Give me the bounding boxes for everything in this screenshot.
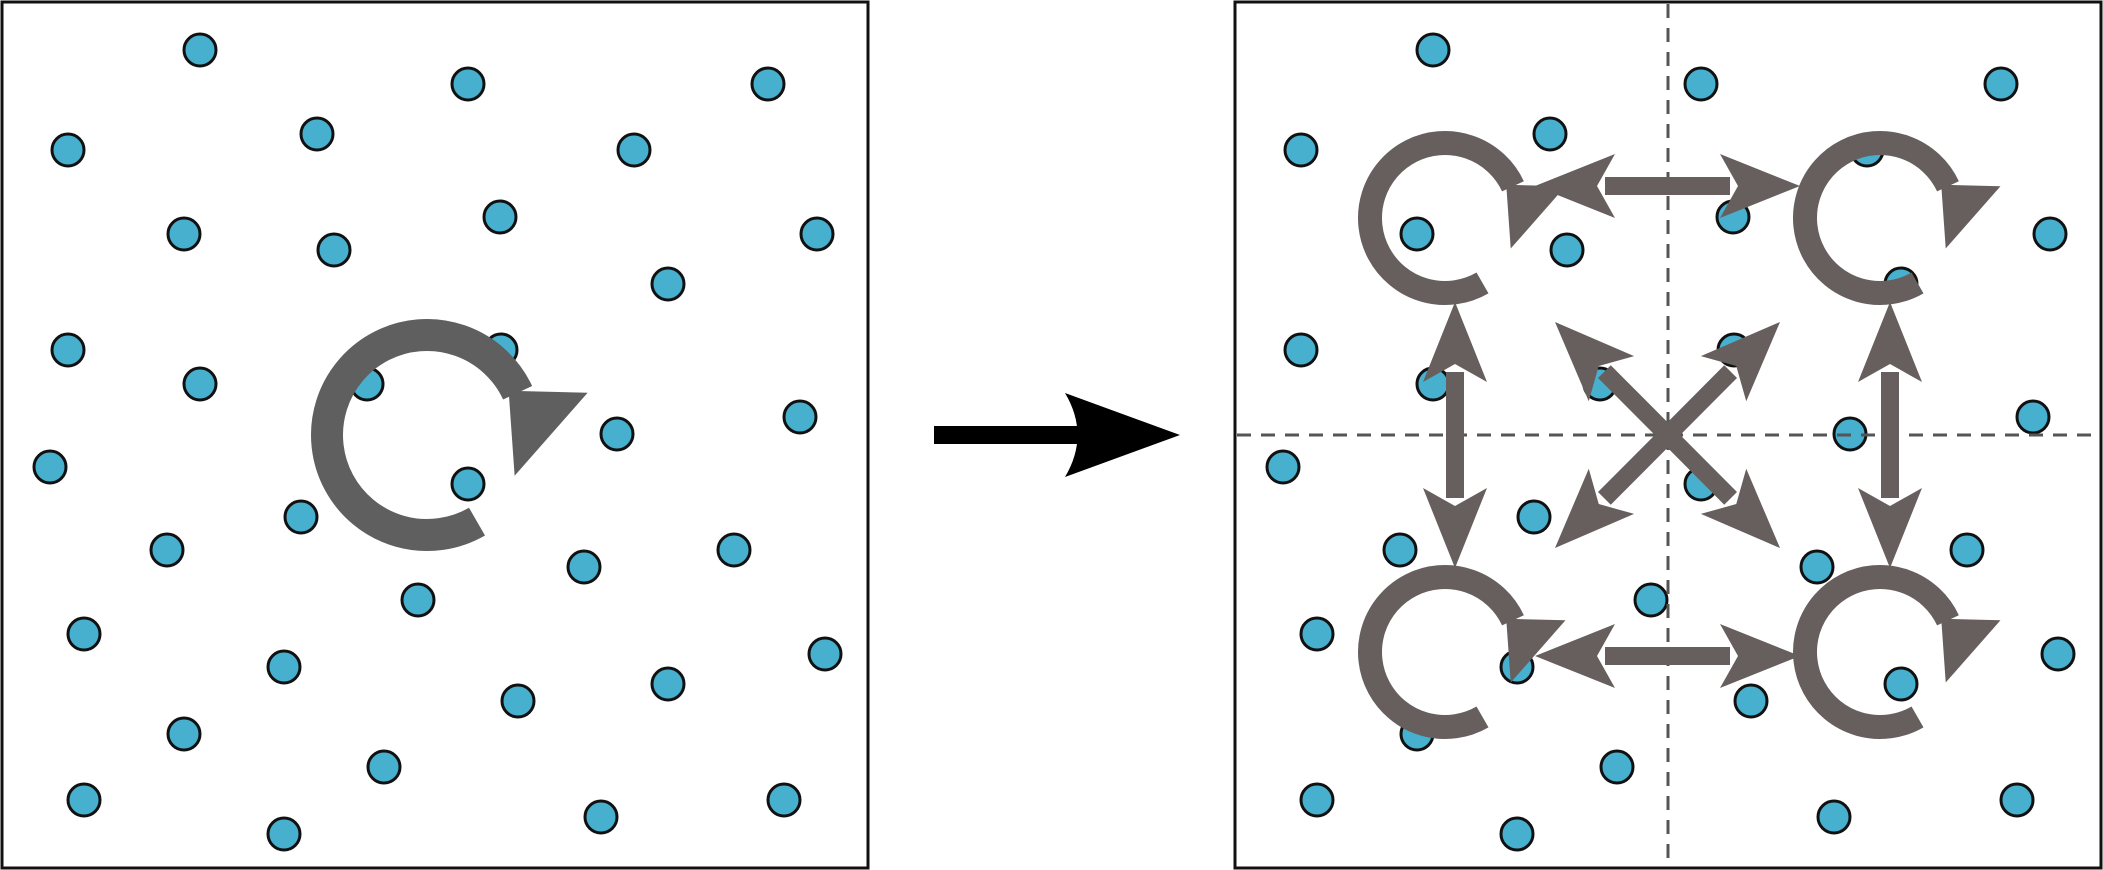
particle — [66, 616, 102, 652]
double-headed-arrow-icon — [1535, 624, 1800, 688]
particle — [50, 132, 86, 168]
particle — [1983, 66, 2019, 102]
particle — [716, 532, 752, 568]
particle — [182, 366, 218, 402]
particle — [1549, 232, 1585, 268]
particle — [1633, 582, 1669, 618]
particle — [1816, 799, 1852, 835]
particle — [616, 132, 652, 168]
particle — [182, 32, 218, 68]
particle — [1516, 499, 1552, 535]
particle — [482, 199, 518, 235]
particle — [266, 816, 302, 852]
particle — [1683, 66, 1719, 102]
particle — [2032, 216, 2068, 252]
particle — [450, 466, 486, 502]
particle — [1283, 332, 1319, 368]
particle — [316, 232, 352, 268]
panel-frame — [1233, 0, 2103, 870]
particle — [1799, 549, 1835, 585]
circular-arrow-icon — [311, 319, 588, 551]
particle — [1733, 683, 1769, 719]
particle — [166, 216, 202, 252]
particle — [2040, 636, 2076, 672]
particle — [766, 782, 802, 818]
particle — [299, 116, 335, 152]
particle — [807, 636, 843, 672]
particle — [66, 782, 102, 818]
particle — [750, 66, 786, 102]
particle — [149, 532, 185, 568]
panel-frame — [0, 0, 870, 870]
particle — [1999, 782, 2035, 818]
particle — [366, 749, 402, 785]
particle — [1415, 32, 1451, 68]
particle — [450, 66, 486, 102]
double-headed-arrow-icon — [1535, 154, 1800, 218]
panel-after — [1233, 0, 2103, 870]
particle — [1599, 749, 1635, 785]
particle — [1949, 532, 1985, 568]
panel-before — [0, 0, 870, 870]
double-headed-arrow-icon — [1423, 302, 1487, 568]
transition-arrow-icon — [934, 393, 1180, 477]
particle — [782, 399, 818, 435]
particle — [1399, 216, 1435, 252]
particle — [50, 332, 86, 368]
particle — [32, 449, 68, 485]
particle — [1883, 666, 1919, 702]
particle — [1299, 616, 1335, 652]
circular-arrow-icon — [1793, 565, 2001, 739]
particle — [799, 216, 835, 252]
particle — [1265, 449, 1301, 485]
circular-arrow-icon — [1358, 131, 1566, 305]
particle — [599, 416, 635, 452]
particle — [1382, 532, 1418, 568]
particle — [650, 266, 686, 302]
particle — [583, 799, 619, 835]
particle — [2015, 399, 2051, 435]
particle — [566, 549, 602, 585]
particle — [1499, 816, 1535, 852]
circular-arrow-icon — [1358, 565, 1566, 739]
circular-arrow-icon — [1793, 131, 2001, 305]
particle — [400, 582, 436, 618]
particle — [283, 499, 319, 535]
particle — [166, 716, 202, 752]
double-headed-arrow-icon — [1858, 302, 1922, 568]
particle — [500, 683, 536, 719]
particle — [1283, 132, 1319, 168]
particle — [266, 649, 302, 685]
particle — [1299, 782, 1335, 818]
particle — [650, 666, 686, 702]
particle — [1532, 116, 1568, 152]
double-headed-arrow-icon — [1555, 322, 1780, 548]
